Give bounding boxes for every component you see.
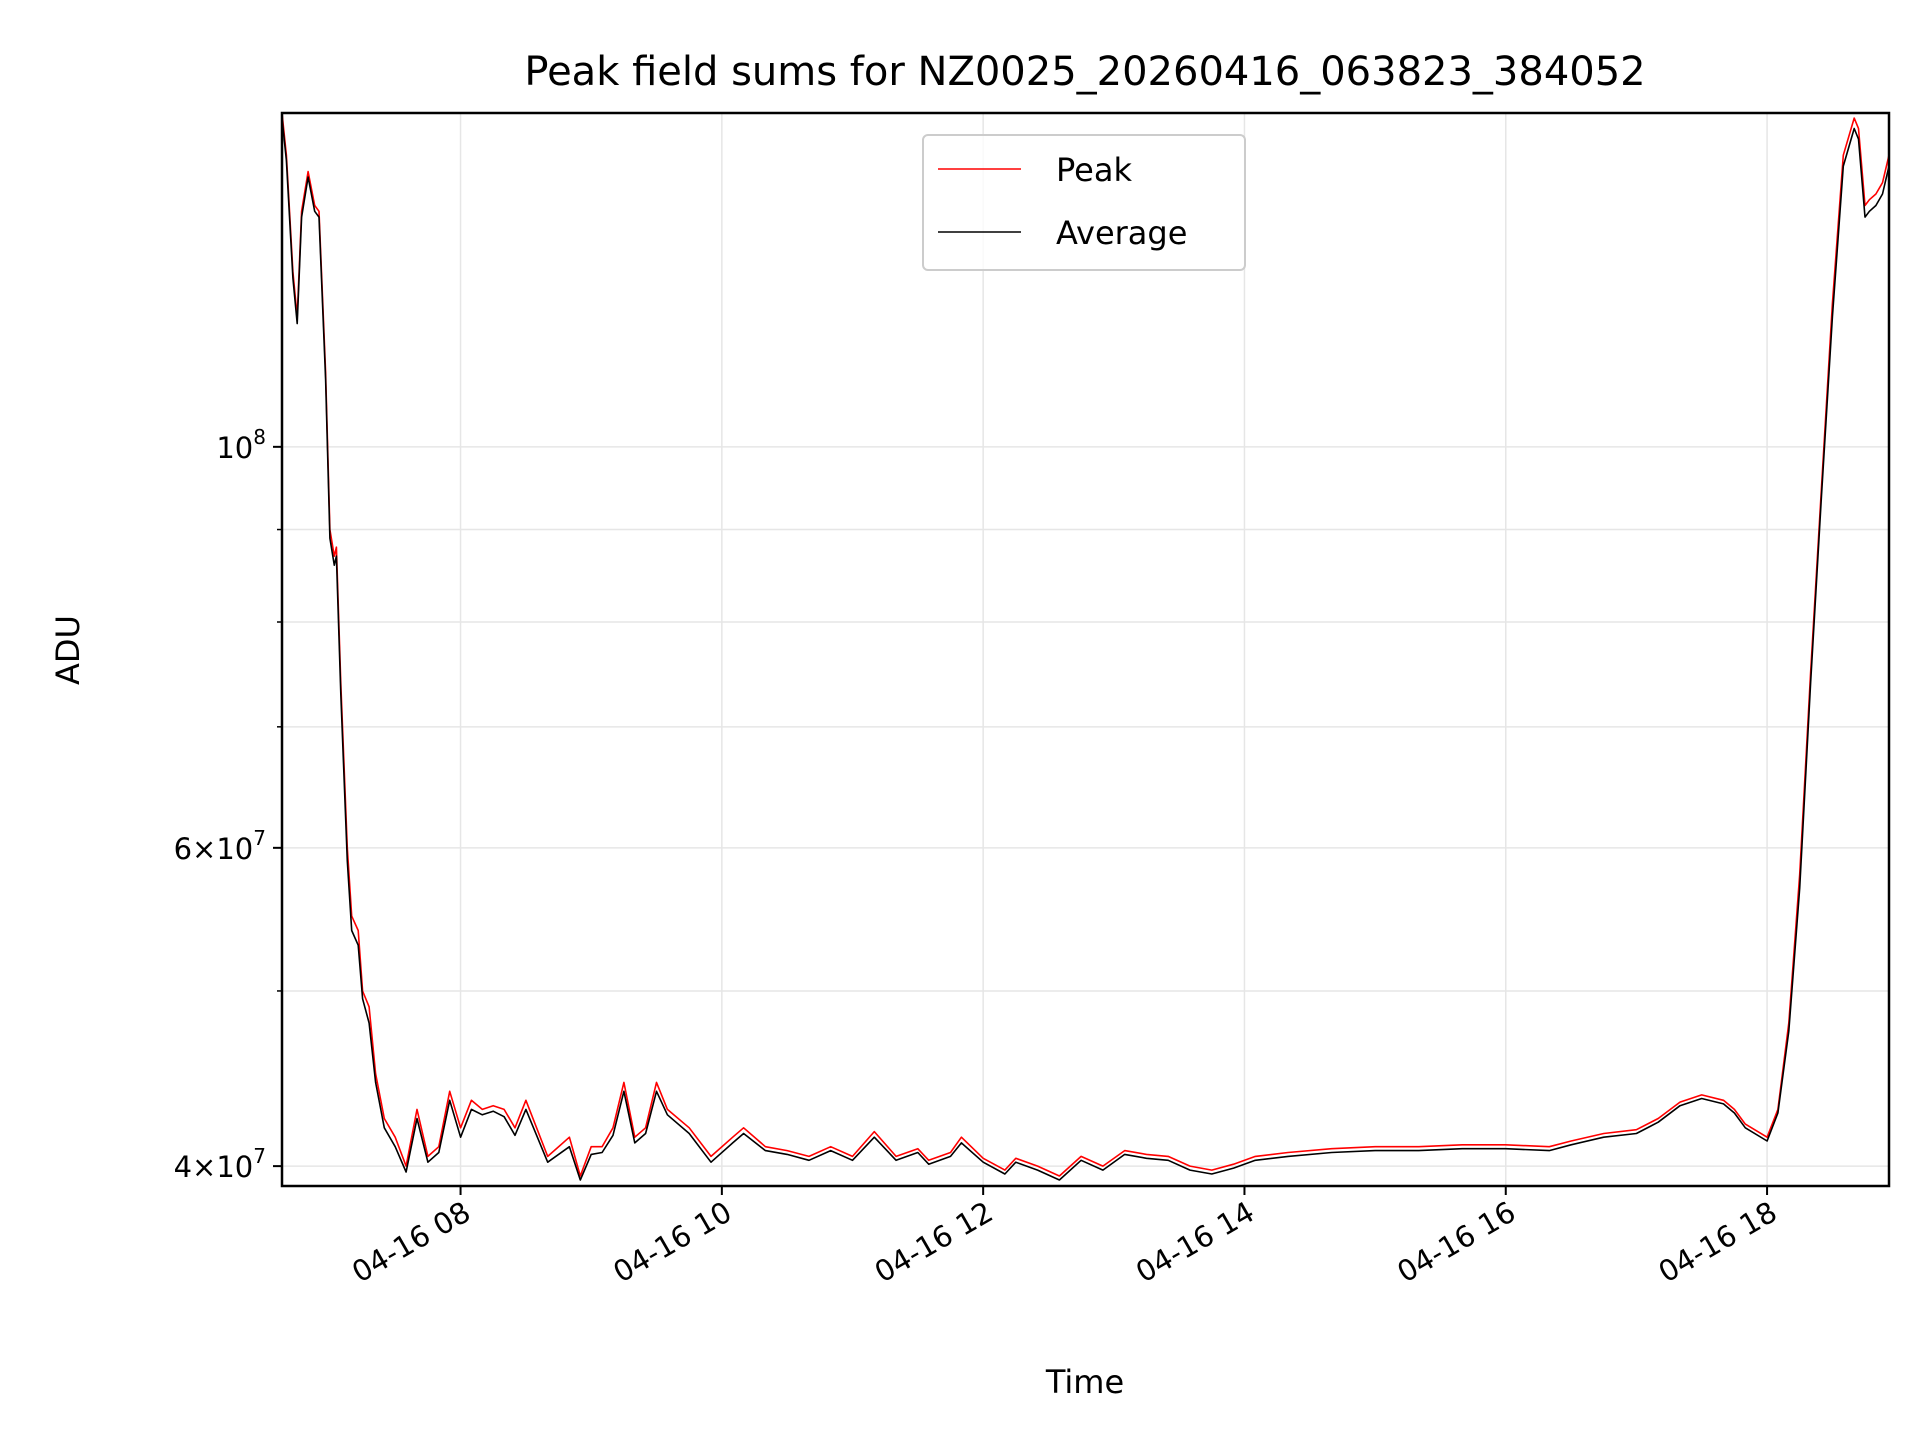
y-tick-base: 10	[216, 1150, 253, 1184]
legend: Peak Average	[922, 134, 1246, 271]
y-tick-mantissa: 6	[174, 832, 192, 866]
series-line-average	[281, 118, 1890, 1181]
legend-label-average: Average	[1056, 214, 1187, 252]
chart-title: Peak field sums for NZ0025_20260416_0638…	[524, 49, 1645, 95]
y-tick-times: ×	[192, 1150, 216, 1184]
series-lines	[281, 112, 1890, 1181]
y-tick-label: 6×107	[174, 826, 266, 866]
plot-frame	[280, 111, 1891, 1188]
y-tick-mantissa: 4	[174, 1150, 192, 1184]
y-tick-label: 108	[216, 425, 266, 465]
y-tick-exponent: 7	[253, 1144, 266, 1168]
series-line-peak	[281, 112, 1890, 1177]
legend-label-peak: Peak	[1056, 151, 1132, 189]
x-axis-label: Time	[1045, 1363, 1124, 1401]
y-axis-label: ADU	[49, 615, 87, 685]
y-tick-exponent: 8	[253, 425, 266, 449]
y-tick-times: ×	[192, 832, 216, 866]
y-tick-base: 10	[216, 431, 253, 465]
y-tick-label: 4×107	[174, 1144, 266, 1184]
grid-lines	[282, 113, 1889, 1186]
y-tick-base: 10	[216, 832, 253, 866]
y-tick-exponent: 7	[253, 826, 266, 850]
